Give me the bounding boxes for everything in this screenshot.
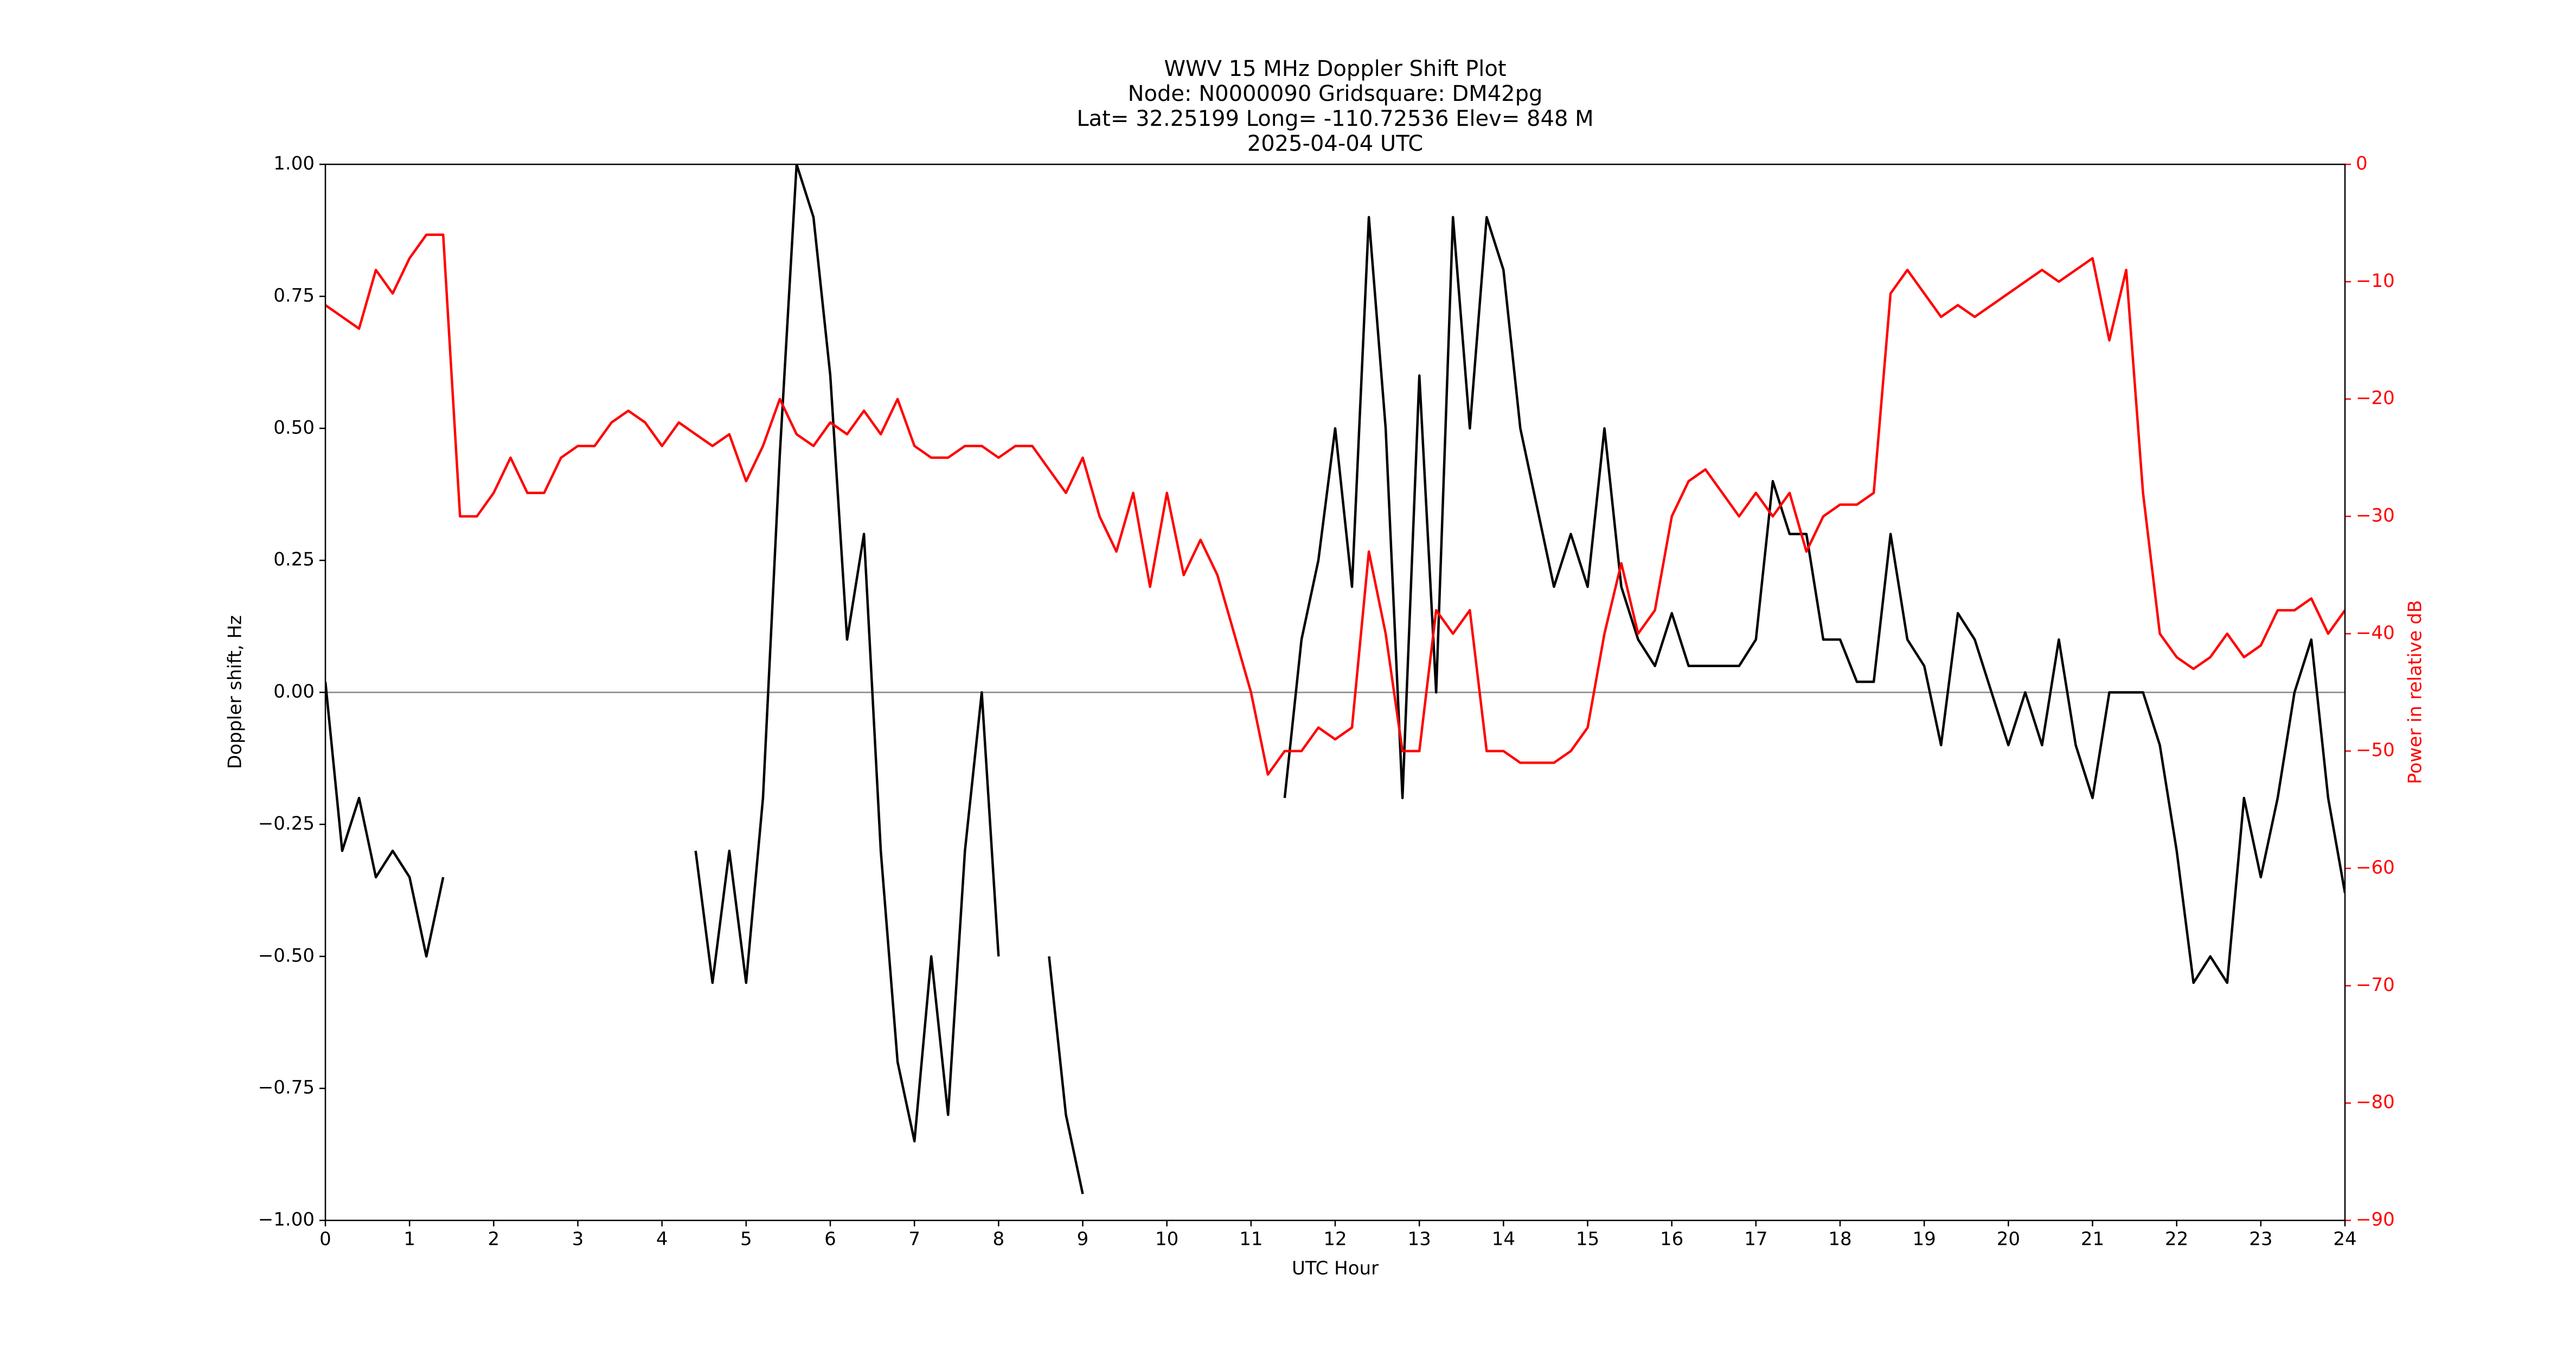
y-tick-label: −0.25 (258, 813, 315, 834)
x-axis-label: UTC Hour (1292, 1258, 1379, 1280)
x-tick-label: 2 (488, 1229, 500, 1250)
y2-tick-label: −90 (2356, 1209, 2395, 1231)
x-tick-label: 9 (1077, 1229, 1089, 1250)
y2-tick-label: −60 (2356, 857, 2395, 879)
chart-subtitle: Lat= 32.25199 Long= -110.72536 Elev= 848… (1076, 106, 1593, 131)
y-tick-label: 0.50 (273, 417, 315, 438)
x-tick-label: 0 (319, 1229, 331, 1250)
y2-tick-label: −40 (2356, 622, 2395, 644)
x-tick-label: 20 (1997, 1229, 2020, 1250)
x-tick-label: 5 (740, 1229, 752, 1250)
x-tick-label: 18 (1828, 1229, 1851, 1250)
x-tick-label: 23 (2249, 1229, 2272, 1250)
x-tick-label: 1 (403, 1229, 415, 1250)
chart-title: WWV 15 MHz Doppler Shift Plot (1164, 56, 1506, 81)
chart-subtitle: 2025-04-04 UTC (1247, 131, 1423, 156)
y-tick-label: 0.00 (273, 681, 315, 702)
y2-tick-label: −80 (2356, 1091, 2395, 1113)
y2-tick-label: −70 (2356, 974, 2395, 996)
y-axis-label: Doppler shift, Hz (225, 615, 246, 769)
x-tick-label: 15 (1576, 1229, 1599, 1250)
x-tick-label: 22 (2165, 1229, 2188, 1250)
y2-axis-label: Power in relative dB (2405, 600, 2426, 784)
x-tick-label: 16 (1660, 1229, 1683, 1250)
plot-frame (324, 163, 2346, 1221)
y2-tick-label: −20 (2356, 387, 2395, 409)
data-line (325, 233, 2345, 776)
x-tick-label: 10 (1155, 1229, 1178, 1250)
y-tick-label: 0.75 (273, 285, 315, 306)
x-tick-label: 4 (656, 1229, 668, 1250)
y-tick-label: 0.25 (273, 549, 315, 571)
x-tick-label: 7 (908, 1229, 920, 1250)
y2-tick-label: 0 (2356, 153, 2368, 175)
y-tick-label: −0.75 (258, 1077, 315, 1098)
x-tick-label: 13 (1408, 1229, 1431, 1250)
x-tick-label: 24 (2333, 1229, 2356, 1250)
y-tick-label: −1.00 (258, 1209, 315, 1231)
x-tick-label: 11 (1239, 1229, 1263, 1250)
x-tick-label: 6 (824, 1229, 836, 1250)
x-tick-label: 3 (572, 1229, 584, 1250)
x-tick-label: 12 (1323, 1229, 1347, 1250)
y-tick-label: 1.00 (273, 153, 315, 175)
y2-tick-label: −10 (2356, 270, 2395, 292)
y-tick-label: −0.50 (258, 945, 315, 967)
y2-tick-label: −50 (2356, 739, 2395, 761)
x-tick-label: 17 (1744, 1229, 1767, 1250)
x-tick-label: 8 (993, 1229, 1005, 1250)
data-line (325, 164, 2345, 1194)
x-tick-label: 14 (1492, 1229, 1515, 1250)
plot-area (325, 164, 2345, 1194)
x-tick-label: 21 (2081, 1229, 2104, 1250)
y2-tick-label: −30 (2356, 505, 2395, 527)
chart-subtitle: Node: N0000090 Gridsquare: DM42pg (1128, 81, 1543, 106)
x-tick-label: 19 (1913, 1229, 1936, 1250)
